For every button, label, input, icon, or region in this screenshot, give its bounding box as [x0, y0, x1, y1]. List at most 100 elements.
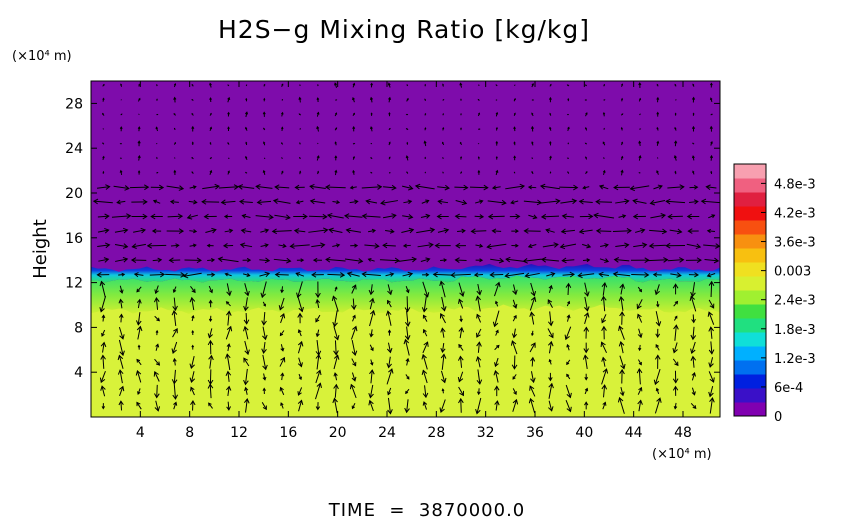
wind-vector-head — [404, 307, 411, 313]
wind-vector — [298, 400, 303, 412]
wind-vector — [584, 312, 589, 325]
wind-vector-head — [105, 184, 111, 190]
wind-vector — [370, 329, 373, 337]
wind-vector-head — [351, 284, 357, 290]
wind-vector-head — [245, 141, 248, 144]
wind-vector-head — [278, 305, 285, 311]
wind-vector-head — [530, 296, 537, 302]
wind-vector-head — [173, 112, 176, 115]
wind-vector-head — [459, 390, 464, 397]
wind-vector-head — [709, 377, 715, 383]
wind-vector-head — [226, 325, 233, 332]
wind-vector-head — [421, 369, 428, 376]
wind-vector — [188, 200, 197, 204]
wind-vector — [454, 186, 468, 189]
wind-vector-head — [193, 229, 198, 234]
wind-vector-head — [604, 258, 610, 263]
wind-vector-head — [191, 288, 196, 294]
y-tick-label: 16 — [65, 231, 83, 247]
wind-vector-head — [136, 401, 141, 407]
wind-vector-head — [578, 228, 585, 235]
wind-vector-head — [408, 213, 414, 220]
wind-vector-head — [708, 362, 714, 368]
wind-vector-head — [268, 214, 274, 220]
wind-vector — [505, 272, 525, 277]
wind-vector-head — [513, 314, 517, 319]
wind-vector-head — [617, 396, 624, 403]
wind-vector-head — [423, 341, 429, 347]
wind-vector — [165, 273, 185, 276]
wind-vector-head — [120, 83, 123, 86]
wind-vector — [477, 356, 481, 368]
wind-vector — [329, 229, 343, 234]
wind-vector-head — [191, 171, 194, 173]
wind-vector — [549, 311, 552, 326]
wind-vector — [261, 281, 267, 298]
wind-vector-head — [690, 334, 697, 341]
wind-vector-head — [208, 299, 213, 304]
wind-vector-head — [102, 112, 104, 115]
colorbar-segment — [734, 276, 766, 291]
wind-vector — [653, 185, 663, 190]
wind-vector — [566, 315, 570, 322]
wind-vector-head — [478, 128, 481, 130]
wind-vector-head — [463, 184, 469, 191]
wind-vector-head — [422, 392, 429, 399]
wind-vector-head — [548, 358, 552, 363]
wind-vector — [546, 273, 555, 277]
wind-vector-head — [102, 142, 104, 144]
wind-vector-head — [394, 257, 400, 264]
wind-vector-head — [638, 97, 642, 101]
wind-vector — [584, 296, 589, 311]
wind-vector — [279, 297, 285, 310]
wind-vector-head — [549, 126, 552, 130]
wind-vector-head — [217, 256, 224, 263]
wind-vector-head — [312, 257, 318, 263]
wind-vector-head — [691, 96, 696, 100]
wind-vector-head — [172, 394, 179, 400]
wind-vector-head — [171, 309, 178, 316]
wind-vector-head — [369, 333, 374, 338]
wind-vector-head — [540, 213, 547, 220]
wind-vector-head — [621, 141, 624, 144]
wind-vector — [173, 383, 177, 399]
wind-vector — [401, 229, 414, 233]
y-tick-label: 8 — [74, 320, 83, 336]
wind-vector-head — [297, 362, 303, 368]
wind-vector — [379, 259, 400, 262]
wind-vector-head — [155, 343, 160, 348]
wind-vector-head — [454, 257, 460, 263]
wind-vector-head — [174, 142, 176, 144]
wind-vector-head — [297, 340, 304, 347]
x-tick-label: 8 — [185, 425, 194, 441]
wind-vector-head — [440, 347, 446, 354]
wind-vector — [613, 273, 631, 277]
x-tick-label: 48 — [674, 425, 692, 441]
wind-vector-head — [585, 112, 588, 115]
wind-vector-head — [352, 125, 356, 129]
wind-vector-head — [203, 213, 209, 220]
wind-vector-head — [504, 272, 510, 279]
wind-vector — [528, 244, 537, 248]
wind-vector — [710, 281, 713, 297]
wind-vector-head — [624, 198, 630, 205]
lower-layer-region — [91, 300, 720, 417]
wind-vector-head — [173, 401, 178, 406]
wind-vector-head — [333, 383, 339, 390]
wind-vector-head — [220, 199, 226, 206]
wind-vector — [257, 200, 272, 203]
x-tick-label: 16 — [279, 425, 297, 441]
wind-vector — [273, 200, 291, 204]
wind-vector — [118, 355, 124, 369]
wind-vector — [368, 258, 375, 262]
wind-vector — [243, 357, 250, 367]
wind-vector-head — [519, 183, 526, 190]
wind-vector-head — [598, 184, 605, 190]
wind-vector — [245, 387, 248, 395]
wind-vector — [97, 244, 110, 247]
transition-band-region — [91, 263, 720, 283]
wind-vector-head — [706, 272, 712, 278]
wind-vector-head — [352, 82, 356, 86]
wind-vector-head — [225, 370, 232, 377]
wind-vector-head — [679, 257, 685, 263]
